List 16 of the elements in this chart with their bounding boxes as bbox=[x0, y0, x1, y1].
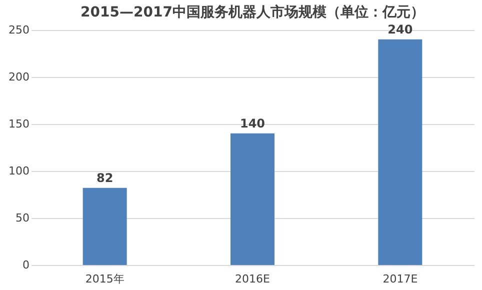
y-tick-label: 0 bbox=[22, 258, 30, 272]
x-tick-label: 2016E bbox=[235, 272, 270, 286]
bar bbox=[230, 133, 274, 265]
bar bbox=[82, 188, 127, 265]
data-label: 140 bbox=[240, 116, 266, 130]
y-tick-label: 250 bbox=[8, 24, 30, 36]
x-tick-label: 2017E bbox=[382, 272, 418, 286]
x-tick-label: 2015年 bbox=[85, 272, 124, 286]
y-tick-label: 100 bbox=[8, 164, 30, 178]
y-tick-label: 200 bbox=[8, 70, 30, 84]
bar bbox=[378, 39, 422, 265]
data-label: 82 bbox=[96, 170, 114, 185]
y-tick-label: 50 bbox=[16, 212, 30, 224]
y-tick-label: 150 bbox=[8, 118, 30, 130]
data-label: 240 bbox=[388, 22, 413, 36]
chart-title: 2015—2017中国服务机器人市场规模（单位：亿元） bbox=[80, 3, 424, 20]
